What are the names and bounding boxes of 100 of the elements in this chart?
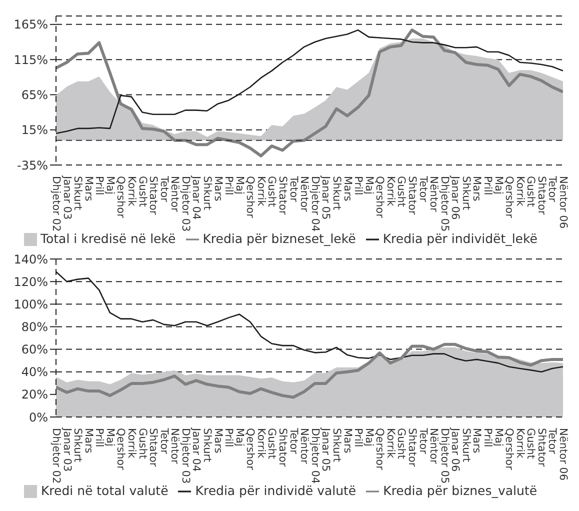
x-tick-label: Janar 03 xyxy=(60,175,73,220)
x-tick-label: Tetor xyxy=(416,427,429,455)
x-tick-label: Dhjetor 03 xyxy=(179,176,192,232)
x-tick-label: Janar 03 xyxy=(60,427,73,472)
x-tick-label: Maj xyxy=(362,428,375,446)
x-tick-label: Qershor xyxy=(503,428,516,471)
y-tick-label: 0% xyxy=(28,410,48,424)
x-tick-label: Prill xyxy=(222,428,235,448)
x-tick-label: Nëntor xyxy=(298,428,310,465)
x-tick-label: Maj xyxy=(233,176,246,194)
x-tick-label: Mars xyxy=(82,428,94,454)
x-tick-label: Prill xyxy=(93,176,106,196)
x-tick-label: Nëntor xyxy=(298,176,310,213)
legend-label: Kredi në total valutë xyxy=(40,483,168,498)
x-tick-label: Shkurt xyxy=(330,428,342,462)
x-tick-label: Tetor xyxy=(416,175,429,203)
x-tick-label: Qershor xyxy=(503,176,516,219)
x-tick-label: Nëntor 06 xyxy=(557,428,569,481)
y-tick-label: 120% xyxy=(14,274,48,289)
x-tick-label: Tetor xyxy=(158,175,170,203)
x-tick-label: Shkurt xyxy=(72,176,84,210)
x-tick-label: Prill xyxy=(481,428,494,448)
x-tick-label: Mars xyxy=(341,176,354,202)
x-tick-label: Gusht xyxy=(395,428,408,460)
x-tick-label: Shtator xyxy=(147,176,160,216)
x-tick-label: Shtator xyxy=(147,428,160,468)
x-tick-label: Qershor xyxy=(114,176,127,219)
y-tick-label: 140% xyxy=(14,252,48,266)
x-tick-label: Mars xyxy=(212,176,224,202)
x-tick-label: Janar 06 xyxy=(449,427,462,472)
x-tick-label: Tetor xyxy=(287,427,300,455)
x-tick-label: Dhjetor 03 xyxy=(179,428,192,484)
x-tick-label: Shtator xyxy=(406,176,418,216)
x-tick-label: Shkurt xyxy=(72,428,84,462)
x-tick-label: Qershor xyxy=(114,428,127,471)
x-tick-label: Dhjetor 02 xyxy=(50,176,62,232)
x-tick-label: Maj xyxy=(233,428,246,446)
x-tick-label: Korrik xyxy=(384,428,396,460)
x-tick-label: Maj xyxy=(492,176,504,194)
x-tick-label: Dhjetor 02 xyxy=(50,428,62,484)
legend-label: Kredia për biznes_valutë xyxy=(383,483,538,498)
x-tick-label: Nëntor xyxy=(168,176,181,213)
x-tick-label: Nëntor xyxy=(428,176,440,213)
x-tick-label: Korrik xyxy=(514,176,526,208)
x-tick-label: Shkurt xyxy=(330,176,342,210)
x-tick-label: Gusht xyxy=(266,176,278,208)
y-tick-label: 60% xyxy=(21,342,48,357)
x-tick-label: Gusht xyxy=(266,428,278,460)
x-tick-label: Mars xyxy=(212,428,224,454)
x-tick-label: Tetor xyxy=(158,427,170,455)
x-tick-label: Shtator xyxy=(406,428,418,468)
x-tick-label: Shkurt xyxy=(201,176,214,210)
x-tick-label: Mars xyxy=(470,428,483,454)
x-tick-label: Shtator xyxy=(535,176,548,216)
y-tick-label: 65% xyxy=(21,88,48,102)
x-tick-label: Janar 04 xyxy=(190,175,202,220)
x-tick-label: Korrik xyxy=(254,428,267,460)
x-tick-label: Dhjetor 04 xyxy=(308,428,321,484)
x-tick-label: Maj xyxy=(104,428,116,446)
x-tick-label: Dhjetor 05 xyxy=(438,428,450,484)
x-tick-label: Janar 04 xyxy=(190,427,202,472)
y-tick-label: -35% xyxy=(16,158,48,172)
x-tick-label: Prill xyxy=(481,176,494,196)
y-tick-label: 80% xyxy=(21,320,48,334)
x-tick-label: Shkurt xyxy=(460,428,472,462)
x-tick-label: Prill xyxy=(352,176,364,196)
y-tick-label: 15% xyxy=(21,123,48,138)
line-series xyxy=(56,28,563,158)
x-tick-label: Tetor xyxy=(546,175,558,203)
x-tick-label: Korrik xyxy=(514,428,526,460)
x-tick-label: Prill xyxy=(93,428,106,448)
x-tick-label: Qershor xyxy=(244,428,256,471)
x-tick-label: Korrik xyxy=(384,176,396,208)
x-tick-label: Qershor xyxy=(244,176,256,219)
x-tick-label: Shkurt xyxy=(460,176,472,210)
x-tick-label: Mars xyxy=(82,176,94,202)
x-tick-label: Mars xyxy=(470,176,483,202)
x-tick-label: Gusht xyxy=(395,176,408,208)
x-tick-label: Janar 06 xyxy=(449,175,462,220)
legend-label: Kredia për individë valutë xyxy=(195,483,356,498)
x-tick-label: Korrik xyxy=(126,428,138,460)
x-tick-label: Maj xyxy=(104,176,116,194)
x-tick-label: Gusht xyxy=(524,428,537,460)
y-tick-label: 20% xyxy=(21,388,48,402)
x-tick-label: Tetor xyxy=(546,427,558,455)
x-tick-label: Maj xyxy=(362,176,375,194)
x-tick-label: Tetor xyxy=(287,175,300,203)
x-tick-label: Korrik xyxy=(254,176,267,208)
x-tick-label: Shtator xyxy=(535,428,548,468)
x-tick-label: Qershor xyxy=(374,428,386,471)
x-tick-label: Prill xyxy=(352,428,364,448)
x-tick-label: Janar 05 xyxy=(320,175,332,220)
x-tick-label: Gusht xyxy=(136,176,148,208)
x-tick-label: Prill xyxy=(222,176,235,196)
line-series xyxy=(56,342,563,399)
y-tick-label: 165% xyxy=(14,18,48,32)
x-tick-label: Shtator xyxy=(276,176,289,216)
x-tick-label: Shkurt xyxy=(201,428,214,462)
x-tick-label: Janar 05 xyxy=(320,427,332,472)
x-tick-label: Nëntor xyxy=(168,428,181,465)
